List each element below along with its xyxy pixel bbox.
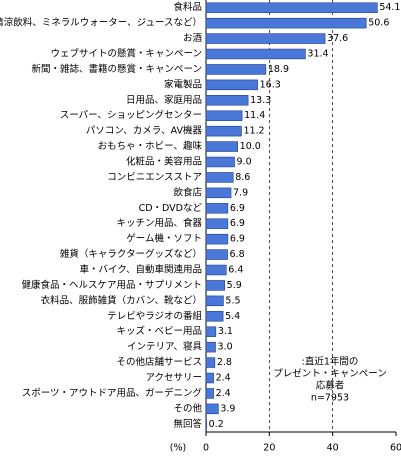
bar [205,48,306,60]
value-label: 5.9 [227,280,242,291]
value-label: 2.8 [217,357,232,368]
y-tick-label: 新聞・雑誌、書籍の懸賞・キャンペーン [31,63,202,75]
y-tick-label: スーパー、ショッピングセンター [60,109,202,121]
y-tick-label: CD・DVDなど [139,203,203,214]
y-tick-label: パソコン、カメラ、AV機器 [86,125,203,137]
value-label: 6.9 [230,218,245,229]
y-tick-label: 雑貨（キャラクターグッズなど） [60,248,202,260]
bar [205,2,378,13]
bar [205,156,235,168]
value-label: 9.0 [237,157,252,168]
bar [205,218,229,229]
bar [205,249,228,260]
value-label: 10.0 [240,141,261,152]
value-label: 6.9 [230,234,245,245]
value-label: 3.0 [218,342,233,353]
bar [205,125,242,137]
y-tick-label: ゲーム機・ソフト [126,233,202,245]
y-tick-label: 家電製品 [164,78,202,90]
x-tick-label: 60 [390,443,401,454]
value-label: 3.1 [218,326,233,337]
x-tick-label: 0 [203,443,209,454]
bar [205,341,216,353]
bar [205,357,216,368]
x-axis-label: (%) [170,443,186,454]
value-label: 31.4 [307,49,328,60]
y-tick-label: テレビやラジオの番組 [107,310,202,322]
y-tick-label: 無回答 [173,418,202,430]
value-label: 6.8 [230,249,245,260]
y-tick-label: キッズ・ベビー用品 [116,325,202,337]
y-tick-label: スポーツ・アウトドア用品、ガーデニング [22,387,203,399]
bar [205,141,238,152]
y-tick-label: 化粧品・美容用品 [126,156,202,168]
bar [205,79,258,91]
bar [205,372,214,384]
bar [205,203,229,214]
value-label: 5.4 [225,311,240,322]
annotation: :直近1年間の [302,356,359,368]
annotation: 応募者 [316,380,345,392]
y-tick-label: 健康食品・ヘルスケア用品・サプリメント [21,279,202,291]
bar [205,233,229,245]
value-label: 6.9 [230,203,245,214]
value-label: 6.4 [228,265,243,276]
value-label: 8.6 [235,172,250,183]
value-label: 16.3 [260,79,281,90]
bar [205,311,224,322]
value-label: 37.6 [327,33,348,44]
value-label: 2.4 [216,373,231,384]
bar [205,280,225,291]
y-tick-label: 食料品 [173,1,202,13]
value-label: 3.9 [220,403,235,414]
y-tick-label: お酒 [183,33,203,44]
value-label: 0.2 [209,419,224,430]
y-tick-label: インテリア、寝具 [127,341,203,353]
bar [205,326,217,337]
value-label: 7.9 [233,187,248,198]
y-tick-label: おもちゃ・ホビー、趣味 [98,140,203,152]
y-tick-label: アクセサリー [145,373,202,384]
y-tick-label: キッチン用品、食器 [116,217,202,229]
value-label: 54.1 [379,2,400,13]
x-tick-label: 20 [263,443,275,454]
bar [205,403,219,415]
bar [205,172,234,183]
bar [205,264,227,276]
value-label: 11.2 [243,126,264,137]
value-label: 2.4 [216,388,231,399]
y-tick-label: ウェブサイトの懸賞・キャンペーン [50,48,202,60]
bar [205,388,214,399]
value-label: 5.5 [225,295,240,306]
bar [205,110,243,121]
y-tick-label: コンビニエンスストア [107,172,202,183]
bar [205,187,232,199]
bar [205,64,267,75]
y-tick-label: 車・バイク、自動車関連用品 [80,264,202,276]
annotation: プレゼント・キャンペーン [273,368,387,380]
bar [205,33,326,44]
y-tick-label: 飲食店 [173,186,202,198]
y-tick-label: 日用品、家庭用品 [126,94,202,106]
y-tick-label: その他 [173,402,202,414]
y-tick-label: 衣料品、服飾雑貨（カバン、靴など） [41,294,202,306]
value-label: 18.9 [268,64,289,75]
x-tick-label: 40 [327,443,339,454]
y-tick-label: 飲料（清涼飲料、ミネラルウォーター、ジュースなど） [0,17,202,29]
annotation: n=7953 [311,393,349,404]
y-tick-label: その他店舗サービス [116,356,202,368]
value-label: 11.4 [244,110,265,121]
value-label: 50.6 [368,18,389,29]
value-label: 13.3 [250,95,271,106]
bar [205,419,207,430]
bar [205,17,367,29]
bar [205,295,224,307]
bar [205,95,249,106]
